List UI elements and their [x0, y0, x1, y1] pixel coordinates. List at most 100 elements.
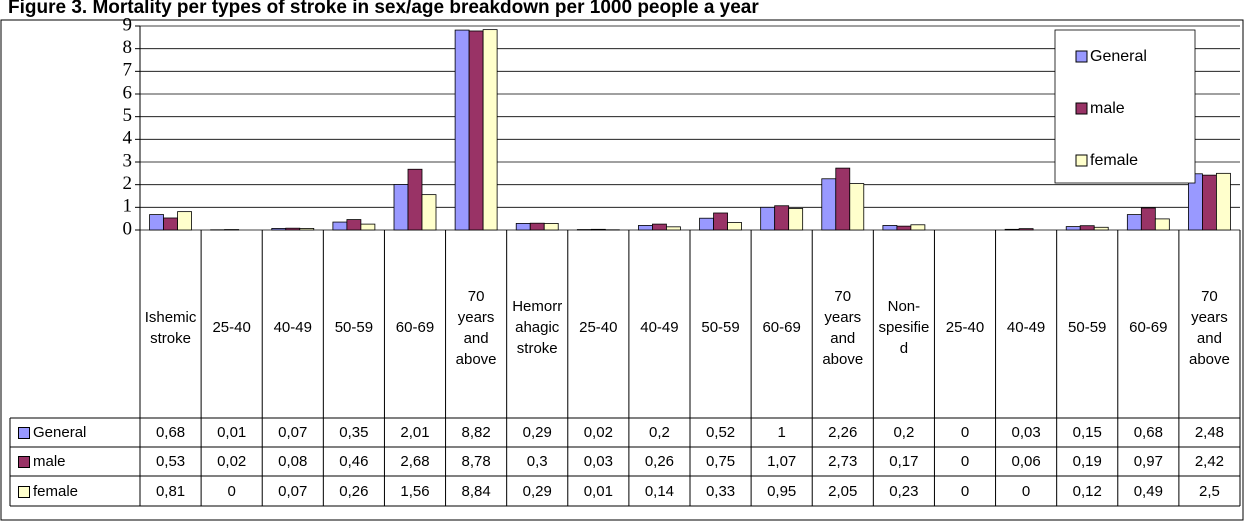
bar — [652, 223, 667, 231]
bar — [1093, 226, 1109, 231]
x-tick-label: 60-69 — [762, 319, 801, 336]
chart-title: Figure 3. Mortality per types of stroke … — [8, 0, 759, 18]
table-cell: 0,95 — [767, 483, 797, 500]
x-tick-label: Ishemic stroke — [144, 308, 197, 347]
bar — [1004, 228, 1020, 231]
bar — [760, 206, 776, 231]
table-cell: 0,52 — [705, 424, 736, 441]
bar — [882, 225, 898, 231]
bar — [177, 211, 192, 231]
y-tick-label: 9 — [123, 14, 133, 35]
table-cell: 1,07 — [767, 453, 797, 470]
row-label: male — [33, 453, 66, 470]
table-cell: 0,08 — [278, 453, 308, 470]
table-cell: 0,2 — [649, 424, 670, 441]
table-cell: 0,26 — [644, 453, 675, 470]
x-tick-label: 70 years and above — [455, 287, 497, 368]
y-tick-label: 1 — [123, 196, 133, 217]
row-label: female — [33, 483, 79, 500]
bar — [454, 29, 470, 231]
bar — [788, 208, 804, 231]
table-cell: 1,56 — [400, 483, 430, 500]
bar — [299, 228, 315, 231]
bar — [421, 194, 437, 231]
table-cell: 0 — [1021, 483, 1031, 500]
bar — [1018, 228, 1034, 231]
bar — [149, 214, 164, 231]
table-cell: 0,97 — [1133, 453, 1163, 470]
x-tick-label: 70 years and above — [1188, 287, 1230, 368]
bar — [393, 184, 409, 231]
y-tick-label: 6 — [123, 82, 133, 103]
x-tick-label: Non-spesified — [878, 298, 930, 357]
table-cell: 8,78 — [461, 453, 491, 470]
table-cell: 0,2 — [893, 424, 915, 441]
table-cell: 2,01 — [400, 424, 430, 441]
table-cell: 0,26 — [339, 483, 369, 500]
table-cell: 0 — [960, 453, 970, 470]
table-cell: 2,73 — [828, 453, 858, 470]
table-cell: 0,02 — [217, 453, 247, 470]
table-cell: 0,33 — [705, 483, 736, 500]
bar — [1202, 174, 1217, 231]
legend-key — [1075, 154, 1088, 167]
table-cell: 0,68 — [155, 424, 186, 441]
x-tick-label: 25-40 — [579, 319, 618, 336]
table-cell: 0,06 — [1011, 453, 1041, 470]
table-cell: 2,26 — [828, 424, 858, 441]
y-tick-label: 7 — [123, 60, 133, 81]
bar — [1216, 172, 1231, 231]
x-tick-label: 70 years and above — [822, 287, 864, 368]
bar — [1154, 218, 1170, 231]
x-tick-label: 25-40 — [212, 319, 251, 336]
table-cell: 0,12 — [1072, 483, 1102, 500]
legend-label: female — [1090, 152, 1138, 169]
x-tick-label: 25-40 — [945, 319, 985, 336]
chart-border — [0, 19, 1244, 521]
table-cell: 0,07 — [278, 424, 308, 441]
table-cell: 0,81 — [155, 483, 186, 500]
y-tick-label: 8 — [123, 37, 133, 58]
legend-key — [1075, 102, 1088, 115]
bar — [896, 225, 912, 231]
table-cell: 2,48 — [1194, 424, 1225, 441]
bar — [821, 178, 837, 231]
table-cell: 0,23 — [889, 483, 919, 500]
x-tick-label: 60-69 — [395, 319, 435, 336]
bar — [407, 168, 423, 231]
y-tick-label: 2 — [123, 173, 133, 194]
x-tick-label: 50-59 — [701, 319, 740, 336]
y-tick-label: 4 — [123, 128, 133, 149]
table-cell: 8,84 — [461, 483, 491, 500]
legend-label: General — [1090, 48, 1147, 65]
table-cell: 1 — [777, 424, 786, 441]
bar — [1079, 225, 1095, 231]
table-cell: 0 — [960, 483, 970, 500]
table-row-header: female — [18, 477, 78, 506]
table-cell: 0,03 — [583, 453, 613, 470]
table-cell: 2,42 — [1194, 453, 1225, 470]
x-tick-label: 40-49 — [640, 319, 679, 336]
bar — [1126, 214, 1142, 231]
table-cell: 0,53 — [155, 453, 186, 470]
table-cell: 0,01 — [583, 483, 613, 500]
legend-key — [18, 485, 30, 498]
bar — [849, 183, 865, 231]
y-tick-label: 5 — [123, 105, 133, 126]
x-tick-label: 40-49 — [1006, 319, 1046, 336]
table-cell: 0,75 — [705, 453, 736, 470]
table-cell: 0,35 — [339, 424, 369, 441]
table-cell: 0 — [227, 483, 236, 500]
table-cell: 0,07 — [278, 483, 308, 500]
table-row-header: male — [18, 447, 66, 476]
bar — [543, 223, 559, 231]
bar — [713, 212, 728, 231]
bar — [360, 223, 376, 231]
bar — [163, 217, 178, 231]
bar — [1065, 226, 1081, 231]
table-cell: 0,46 — [339, 453, 369, 470]
table-cell: 0,19 — [1072, 453, 1102, 470]
table-cell: 0,29 — [522, 424, 552, 441]
bar — [332, 221, 348, 231]
